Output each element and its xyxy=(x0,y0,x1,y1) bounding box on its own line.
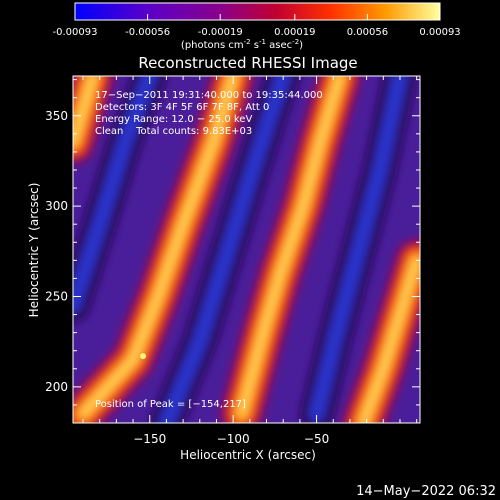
colorbar-tick-label: 0.00019 xyxy=(274,27,315,38)
bright-bands xyxy=(73,76,420,423)
y-tick-label: 350 xyxy=(45,109,68,123)
dark-bands xyxy=(73,76,417,423)
y-axis: 200 250 300 350 xyxy=(45,79,420,406)
y-tick-label: 200 xyxy=(45,380,68,394)
dark-band-core xyxy=(73,76,158,314)
colorbar-unit-label: (photons cm-2 s-1 asec-2) xyxy=(181,38,303,51)
colorbar-tick-label: -0.00056 xyxy=(125,27,170,38)
chart-title: Reconstructed RHESSI Image xyxy=(138,54,357,72)
annotation-detectors: Detectors: 3F 4F 5F 6F 7F 8F, Att 0 xyxy=(95,102,269,113)
bright-band xyxy=(359,256,420,423)
x-tick-label: −150 xyxy=(133,432,166,446)
x-tick-label: −100 xyxy=(217,432,250,446)
colorbar: -0.00093 -0.00056 -0.00019 0.00019 0.00056 0.… xyxy=(53,2,461,51)
bright-band xyxy=(79,76,237,418)
timestamp: 14−May−2022 06:32 xyxy=(356,484,496,499)
y-tick-label: 300 xyxy=(45,199,68,213)
peak-marker xyxy=(140,353,147,360)
y-axis-label: Heliocentric Y (arcsec) xyxy=(27,183,41,318)
x-axis: −150 −100 −50 xyxy=(82,76,418,446)
x-tick-label: −50 xyxy=(304,432,329,446)
annotation-block: 17−Sep−2011 19:31:40.000 to 19:35:44.000… xyxy=(95,90,323,410)
colorbar-tick-label: 0.00056 xyxy=(347,27,388,38)
dark-band-core xyxy=(158,76,292,423)
annotation-clean-counts: Clean Total counts: 9.83E+03 xyxy=(95,126,252,137)
bright-band xyxy=(73,76,97,147)
annotation-time-range: 17−Sep−2011 19:31:40.000 to 19:35:44.000 xyxy=(95,90,323,101)
plot-frame xyxy=(72,75,421,424)
colorbar-tick-label: -0.00019 xyxy=(198,27,243,38)
bright-band xyxy=(238,76,344,418)
colorbar-strip xyxy=(74,2,441,21)
annotation-energy-range: Energy Range: 12.0 − 25.0 keV xyxy=(95,114,252,125)
annotation-peak-position: Position of Peak = [−154,217] xyxy=(95,399,246,410)
y-tick-label: 250 xyxy=(45,289,68,303)
colorbar-tick-label: 0.00093 xyxy=(419,27,460,38)
heatmap-image xyxy=(73,76,420,423)
x-axis-label: Heliocentric X (arcsec) xyxy=(180,448,316,462)
dark-band-core xyxy=(308,76,408,422)
colorbar-tick-label: -0.00093 xyxy=(53,27,98,38)
